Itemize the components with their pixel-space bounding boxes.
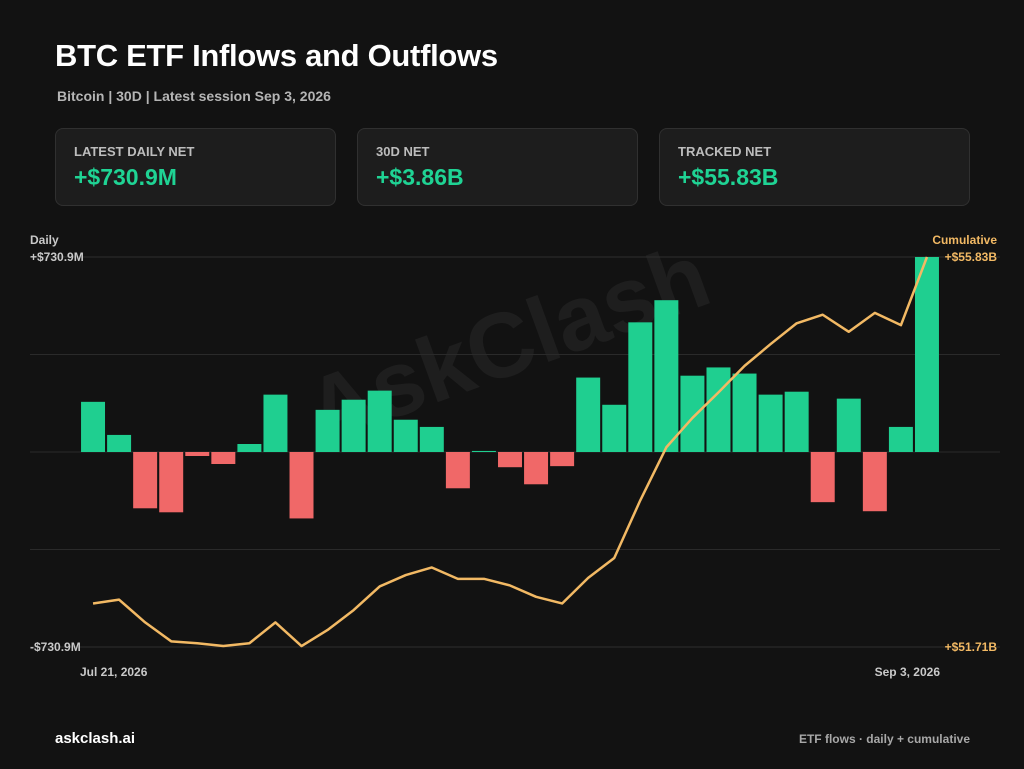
bar xyxy=(628,322,653,452)
bar xyxy=(367,390,392,452)
stat-card: LATEST DAILY NET +$730.9M xyxy=(55,128,336,206)
bar xyxy=(862,452,887,512)
card-value: +$730.9M xyxy=(74,164,177,190)
bar xyxy=(758,394,783,452)
bar xyxy=(211,452,236,465)
bar xyxy=(706,367,731,452)
bar xyxy=(471,450,496,452)
y-tick-label: +$730.9M xyxy=(30,250,84,264)
y2-tick-label: +$51.71B xyxy=(945,640,998,654)
footer-brand: askclash.ai xyxy=(55,730,136,747)
bar xyxy=(341,399,366,452)
bar xyxy=(419,426,444,452)
bar xyxy=(445,452,470,489)
bar xyxy=(602,404,627,452)
x-tick-label: Sep 3, 2026 xyxy=(875,665,941,679)
card-label: TRACKED NET xyxy=(678,144,772,159)
bar xyxy=(888,426,913,452)
y-tick-label: -$730.9M xyxy=(30,640,81,654)
stat-card: 30D NET +$3.86B xyxy=(357,128,638,206)
bar xyxy=(836,398,861,452)
bar xyxy=(810,452,835,503)
bar xyxy=(498,452,522,468)
bar xyxy=(185,452,210,457)
subtitle: Bitcoin | 30D | Latest session Sep 3, 20… xyxy=(57,88,331,104)
bar xyxy=(576,377,601,452)
bar xyxy=(107,434,132,452)
card-label: LATEST DAILY NET xyxy=(74,144,195,159)
bar xyxy=(550,452,575,467)
card-value: +$3.86B xyxy=(376,164,464,190)
bar xyxy=(237,443,262,452)
card-value: +$55.83B xyxy=(678,164,779,190)
bar xyxy=(680,375,705,452)
bar xyxy=(263,394,288,452)
card-label: 30D NET xyxy=(376,144,430,159)
bar xyxy=(315,409,340,452)
axis-title: Cumulative xyxy=(932,233,997,247)
bar xyxy=(133,452,158,509)
bar xyxy=(654,300,679,452)
y2-tick-label: +$55.83B xyxy=(945,250,998,264)
bar xyxy=(732,373,757,452)
bar xyxy=(289,452,314,519)
title: BTC ETF Inflows and Outflows xyxy=(55,38,498,73)
x-tick-label: Jul 21, 2026 xyxy=(80,665,148,679)
bar xyxy=(159,452,184,513)
footer-note: ETF flows · daily + cumulative xyxy=(798,732,970,746)
bar xyxy=(393,419,418,452)
bar xyxy=(914,257,939,452)
bar xyxy=(81,401,106,452)
stat-card: TRACKED NET +$55.83B xyxy=(659,128,970,206)
bar xyxy=(524,452,549,485)
axis-title: Daily xyxy=(30,233,59,247)
cumulative-line xyxy=(92,256,929,648)
bar xyxy=(784,391,809,452)
